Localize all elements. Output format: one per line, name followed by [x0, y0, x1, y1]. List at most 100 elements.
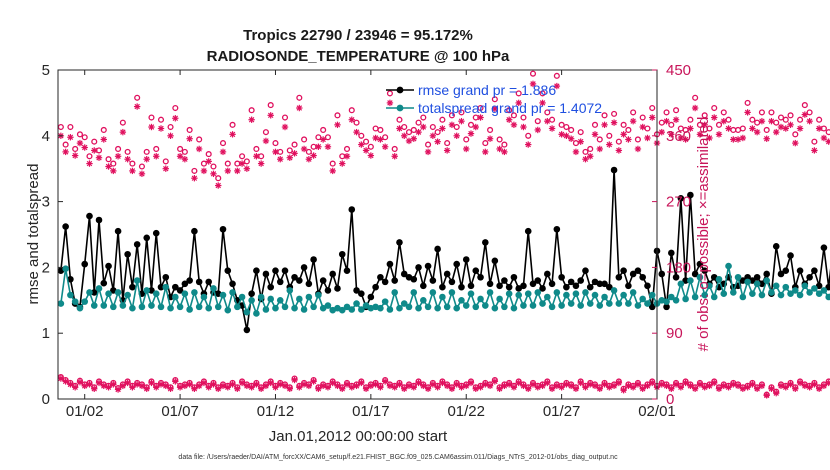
obs-possible-point-128: [668, 121, 675, 128]
totalspread-point-156: [801, 282, 809, 290]
rmse-point-130: [677, 195, 685, 202]
rmse-point-9: [100, 279, 108, 287]
obs-assimilated-lower-band--point-93: [501, 382, 508, 390]
rmse-point-107: [567, 278, 575, 286]
obs-assimilated-lower-band--point-136-stroke-3: [706, 383, 713, 389]
totalspread-point-100: [534, 289, 542, 296]
obs-assimilated-lower-band--point-129-stroke-3: [673, 381, 679, 388]
obs-assimilated-lower-band--point-76: [420, 382, 427, 390]
obs-assimilated-lower-band--point-27-stroke-3: [186, 381, 193, 388]
obs-possible-point-95: [510, 112, 517, 119]
totalspread-point-68: [381, 298, 389, 305]
obs-assimilated-point-128: [668, 131, 675, 138]
obs-possible-point-76: [420, 114, 427, 121]
obs-assimilated-point-24-stroke-3: [172, 115, 179, 121]
obs-assimilated-point-132-stroke-3: [687, 125, 694, 132]
obs-assimilated-lower-band--point-21: [157, 381, 165, 388]
obs-assimilated-lower-band--point-142-stroke-3: [735, 383, 741, 389]
totalspread-point-116: [610, 287, 618, 294]
obs-assimilated-lower-band--point-8-stroke-3: [96, 380, 102, 386]
rmse-point-47: [281, 267, 289, 274]
obs-assimilated-point-115-stroke-3: [606, 141, 613, 148]
obs-assimilated-point-2: [67, 134, 74, 141]
totalspread-point-73: [405, 303, 413, 311]
totalspread-point-99: [529, 302, 537, 309]
totalspread-point-98: [524, 290, 532, 298]
rmse-point-124: [648, 303, 656, 311]
obs-possible-point-96: [515, 90, 522, 97]
obs-assimilated-point-22-stroke-3: [163, 165, 169, 172]
obs-assimilated-point-20: [153, 153, 160, 160]
obs-assimilated-point-129: [672, 116, 680, 123]
totalspread-point-29: [195, 303, 203, 311]
obs-assimilated-lower-band--point-11: [110, 381, 117, 388]
obs-assimilated-point-32-stroke-3: [210, 171, 217, 177]
totalspread-point-10: [105, 290, 112, 298]
y-axis-left-label: rmse and totalspread: [25, 164, 42, 305]
totalspread-point-123: [644, 300, 651, 307]
obs-possible-point-111: [587, 145, 594, 153]
obs-assimilated-lower-band--point-114-stroke-3: [601, 381, 608, 388]
obs-assimilated-point-121: [634, 145, 642, 153]
rmse-point-15: [129, 283, 136, 291]
obs-possible-point-18: [143, 148, 150, 155]
obs-assimilated-lower-band--point-84-stroke-3: [458, 384, 465, 391]
rmse-point-152: [782, 267, 790, 274]
obs-assimilated-point-132: [687, 125, 694, 132]
x-tick-label-2: 01/12: [257, 403, 295, 420]
obs-assimilated-point-39-stroke-3: [244, 165, 250, 172]
obs-assimilated-point-77: [424, 148, 432, 156]
rmse-point-46: [276, 278, 284, 286]
totalspread-point-134: [696, 273, 704, 281]
obs-assimilated-point-136-stroke-3: [706, 135, 713, 141]
totalspread-point-148: [763, 277, 770, 284]
obs-assimilated-lower-band--point-159: [815, 385, 823, 392]
obs-assimilated-point-5-stroke-3: [81, 144, 88, 151]
rmse-point-105: [558, 273, 565, 281]
obs-assimilated-lower-band--point-73: [405, 382, 413, 390]
obs-assimilated-point-119-stroke-3: [625, 136, 632, 143]
obs-assimilated-lower-band--point-97-stroke-3: [520, 383, 527, 389]
obs-possible-point-144: [744, 99, 751, 106]
rmse-point-122: [639, 273, 646, 281]
data-file-footer: data file: /Users/raeder/DAI/ATM_forcXX/…: [178, 454, 618, 461]
obs-assimilated-lower-band--point-133: [691, 385, 699, 392]
obs-possible-point-82: [448, 112, 455, 119]
totalspread-point-44: [267, 295, 275, 303]
obs-assimilated-lower-band--point-79-stroke-3: [434, 384, 441, 391]
obs-possible-point-71: [396, 116, 403, 123]
obs-possible-point-57: [329, 160, 336, 167]
obs-possible-point-90: [487, 126, 494, 133]
obs-assimilated-lower-band--point-25-stroke-3: [177, 384, 183, 391]
y-right-tick-label-2: 180: [666, 259, 691, 276]
obs-assimilated-lower-band--point-58: [334, 382, 341, 390]
obs-assimilated-lower-band--point-96: [515, 379, 522, 387]
obs-assimilated-point-74-stroke-3: [411, 135, 417, 142]
obs-assimilated-lower-band--point-118-stroke-3: [620, 387, 627, 393]
obs-assimilated-lower-band--point-134: [696, 381, 704, 388]
obs-possible-point-150: [773, 119, 780, 126]
rmse-point-1: [62, 223, 69, 230]
obs-assimilated-lower-band--point-91: [491, 378, 499, 385]
totalspread-point-97: [520, 302, 527, 309]
obs-assimilated-point-93: [501, 148, 508, 156]
obs-assimilated-point-111: [587, 153, 594, 160]
obs-assimilated-point-130-stroke-3: [678, 135, 684, 141]
obs-assimilated-lower-band--point-7: [91, 385, 98, 392]
obs-assimilated-lower-band--point-103-stroke-3: [549, 386, 555, 392]
totalspread-point-104: [553, 289, 561, 296]
obs-assimilated-lower-band--point-82-stroke-3: [449, 386, 455, 392]
obs-assimilated-lower-band--point-151-stroke-3: [778, 383, 784, 389]
obs-assimilated-lower-band--point-46-stroke-3: [277, 381, 283, 388]
rmse-point-52: [305, 280, 313, 288]
obs-assimilated-lower-band--point-160-stroke-3: [821, 383, 827, 389]
y-left-tick-label-3: 3: [42, 194, 50, 211]
rmse-point-106: [563, 283, 570, 291]
obs-assimilated-lower-band--point-12: [114, 386, 122, 393]
obs-assimilated-lower-band--point-114: [601, 381, 608, 388]
obs-assimilated-lower-band--point-101-stroke-3: [539, 383, 546, 389]
rmse-point-135: [701, 267, 708, 274]
series-obs-possible-lower-band-: [57, 374, 830, 398]
obs-assimilated-point-64: [362, 147, 370, 154]
